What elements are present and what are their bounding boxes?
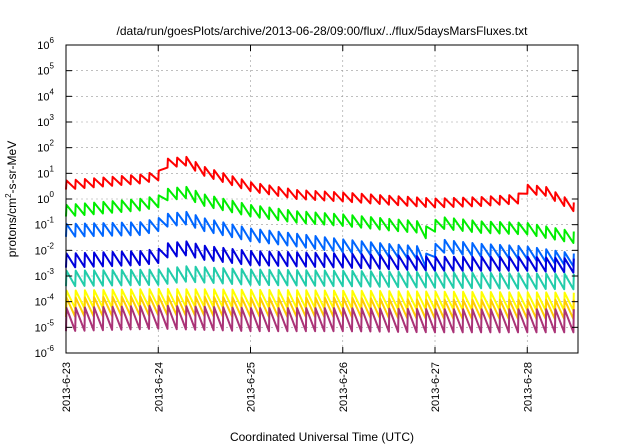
y-tick-label: 10-4 (35, 293, 55, 309)
tick-layer (65, 44, 578, 354)
y-tick-exp: 2 (50, 139, 55, 148)
y-axis-label-sup: 2 (4, 193, 13, 198)
y-tick-base: 10 (35, 297, 47, 309)
y-axis-label-rest: -s-sr-MeV (5, 141, 19, 194)
y-tick-exp: -4 (47, 293, 55, 302)
chart-title: /data/run/goesPlots/archive/2013-06-28/0… (117, 24, 529, 38)
y-tick-exp: -3 (47, 267, 55, 276)
y-tick-label: 105 (37, 62, 54, 78)
y-tick-exp: -2 (47, 241, 55, 250)
y-tick-exp: -6 (47, 344, 55, 353)
y-tick-exp: 3 (50, 113, 55, 122)
y-tick-label: 106 (37, 36, 54, 52)
y-tick-exp: 1 (50, 164, 55, 173)
y-tick-exp: 0 (50, 190, 55, 199)
x-tick-label: 2013-6-25 (246, 362, 258, 412)
series-line (65, 265, 575, 291)
x-tick-label: 2013-6-23 (61, 362, 73, 412)
y-tick-label: 103 (37, 113, 54, 129)
x-tick-labels: 2013-6-23 2013-6-24 2013-6-25 2013-6-26 2013… (61, 362, 534, 412)
x-tick-label: 2013-6-26 (338, 362, 350, 412)
y-tick-base: 10 (37, 40, 49, 52)
y-axis-label: protons/cm2-s-sr-MeV (4, 141, 19, 257)
y-tick-label: 10-1 (35, 216, 55, 232)
x-tick-label: 2013-6-24 (153, 362, 165, 412)
y-tick-base: 10 (35, 322, 47, 334)
series-layer (65, 155, 575, 334)
y-tick-base: 10 (35, 245, 47, 257)
y-axis-label-base: protons/cm (5, 198, 19, 257)
y-tick-base: 10 (37, 91, 49, 103)
x-tick-label: 2013-6-27 (430, 362, 442, 412)
y-tick-base: 10 (35, 348, 47, 360)
y-tick-base: 10 (37, 143, 49, 155)
series-line (65, 185, 575, 244)
y-tick-label: 100 (37, 190, 54, 206)
series-line (65, 240, 575, 274)
y-tick-label: 102 (37, 139, 54, 155)
y-tick-base: 10 (35, 220, 47, 232)
y-tick-base: 10 (37, 117, 49, 129)
y-tick-base: 10 (37, 168, 49, 180)
y-tick-base: 10 (37, 194, 49, 206)
y-tick-label: 101 (37, 164, 54, 180)
series-line (65, 304, 575, 334)
y-tick-labels: 10-610-510-410-310-210-11001011021031041… (35, 36, 55, 360)
y-tick-label: 10-3 (35, 267, 55, 283)
y-tick-base: 10 (35, 271, 47, 283)
y-tick-exp: 4 (50, 87, 55, 96)
y-tick-label: 10-6 (35, 344, 55, 360)
y-tick-exp: 6 (50, 36, 55, 45)
y-tick-exp: -5 (47, 318, 55, 327)
x-tick-label: 2013-6-28 (522, 362, 534, 412)
x-axis-label: Coordinated Universal Time (UTC) (230, 430, 414, 444)
y-tick-label: 104 (37, 87, 54, 103)
y-tick-label: 10-5 (35, 318, 55, 334)
y-tick-base: 10 (37, 66, 49, 78)
y-tick-exp: 5 (50, 62, 55, 71)
y-tick-label: 10-2 (35, 241, 55, 257)
y-tick-exp: -1 (47, 216, 55, 225)
series-line (65, 155, 575, 213)
series-line (65, 210, 575, 268)
